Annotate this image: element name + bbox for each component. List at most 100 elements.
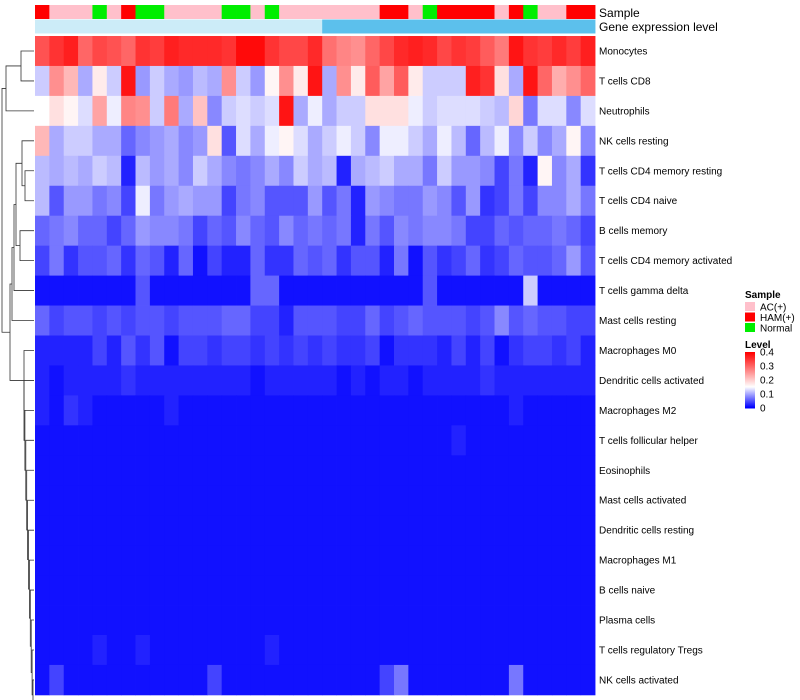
heatmap-cell [49, 575, 65, 606]
sample-annotation-cell [49, 5, 65, 19]
heatmap-cell [236, 395, 251, 426]
heatmap-cell [508, 515, 524, 546]
heatmap-cell [164, 605, 179, 636]
heatmap-cell [408, 485, 424, 516]
heatmap-cell [49, 365, 65, 396]
heatmap-cell [264, 485, 280, 516]
heatmap-cell [480, 95, 495, 127]
heatmap-cell [135, 185, 151, 217]
heatmap-cell [121, 125, 136, 157]
heatmap-cell [264, 545, 280, 576]
heatmap-cell [279, 575, 294, 606]
heatmap-cell [508, 125, 524, 157]
heatmap-cell [135, 425, 151, 456]
sample-annotation-cell [465, 5, 481, 19]
heatmap-cell [480, 455, 495, 486]
heatmap-cell [49, 215, 65, 247]
heatmap-cell [207, 155, 223, 187]
heatmap-cell [451, 245, 467, 276]
heatmap-cell [508, 575, 524, 606]
heatmap-cell [365, 185, 381, 217]
heatmap-cell [508, 335, 524, 366]
level-legend-bar-segment [745, 363, 755, 365]
heatmap-cell [192, 635, 208, 666]
heatmap-cell [49, 275, 65, 306]
heatmap-cell [63, 335, 79, 366]
heatmap-cell [322, 664, 337, 696]
heatmap-cell [178, 275, 194, 306]
heatmap-cell [279, 605, 294, 636]
sample-annotation-cell [350, 5, 366, 19]
heatmap-cell [264, 95, 280, 127]
heatmap-cell [293, 365, 309, 396]
heatmap-cell [379, 65, 395, 97]
heatmap-cell [149, 125, 165, 157]
heatmap-cell [437, 545, 452, 576]
heatmap-cell [221, 95, 237, 127]
heatmap-cell [551, 95, 567, 127]
heatmap-cell [494, 125, 510, 157]
heatmap-cell [451, 36, 467, 67]
heatmap-cell [279, 485, 294, 516]
heatmap-cell [121, 425, 136, 456]
heatmap-cell [508, 275, 524, 306]
heatmap-cell [35, 515, 50, 546]
heatmap-cell [192, 95, 208, 127]
heatmap-cell [580, 425, 596, 456]
heatmap-cell [480, 185, 495, 217]
heatmap-cell [336, 365, 352, 396]
row-label-t-cells-cd4-memory-activated: T cells CD4 memory activated [599, 256, 732, 267]
heatmap-cell [336, 215, 352, 247]
heatmap-cell [422, 365, 438, 396]
heatmap-cell [422, 65, 438, 97]
level-legend-bar-segment [745, 382, 755, 384]
heatmap-cell [307, 245, 323, 276]
heatmap-cell [451, 664, 467, 696]
heatmap-cell [164, 485, 179, 516]
heatmap-cell [480, 65, 495, 97]
heatmap-cell [437, 155, 452, 187]
heatmap-cell [236, 545, 251, 576]
heatmap-cell [164, 185, 179, 217]
level-legend-bar-segment [745, 375, 755, 377]
heatmap-cell [422, 335, 438, 366]
heatmap-cell [408, 335, 424, 366]
heatmap-cell [422, 395, 438, 426]
heatmap-cell [63, 155, 79, 187]
sample-annotation-cell [537, 5, 553, 19]
heatmap-cell [264, 455, 280, 486]
gene-level-annotation-cell [365, 19, 381, 34]
heatmap-cell [365, 485, 381, 516]
heatmap-cell [580, 545, 596, 576]
heatmap-cell [92, 365, 108, 396]
heatmap-cell [537, 65, 553, 97]
heatmap-cell [279, 335, 294, 366]
heatmap-cell [106, 485, 122, 516]
heatmap-cell [580, 635, 596, 666]
heatmap-cell [350, 125, 366, 157]
gene-level-annotation-cell [537, 19, 553, 34]
heatmap-cell [49, 545, 65, 576]
heatmap-cell [537, 275, 553, 306]
heatmap-cell [135, 664, 151, 696]
heatmap-cell [35, 125, 50, 157]
heatmap-cell [422, 515, 438, 546]
heatmap-cell [336, 664, 352, 696]
sample-annotation-cell [192, 5, 208, 19]
dendrogram-branch [5, 65, 34, 112]
heatmap-cell [394, 305, 409, 336]
level-legend-bar-segment [745, 383, 755, 385]
gene-level-annotation-cell [221, 19, 237, 34]
heatmap-cell [379, 305, 395, 336]
row-label-dendritic-cells-activated: Dendritic cells activated [599, 376, 704, 387]
heatmap-cell [451, 215, 467, 247]
heatmap-cell [164, 125, 179, 157]
heatmap-cell [35, 245, 50, 276]
heatmap-cell [379, 275, 395, 306]
level-legend-bar-segment [745, 407, 755, 409]
heatmap-cell [408, 455, 424, 486]
level-legend-bar-segment [745, 403, 755, 405]
heatmap-cell [322, 485, 337, 516]
row-label-neutrophils: Neutrophils [599, 106, 650, 117]
level-legend-bar-segment [745, 370, 755, 372]
